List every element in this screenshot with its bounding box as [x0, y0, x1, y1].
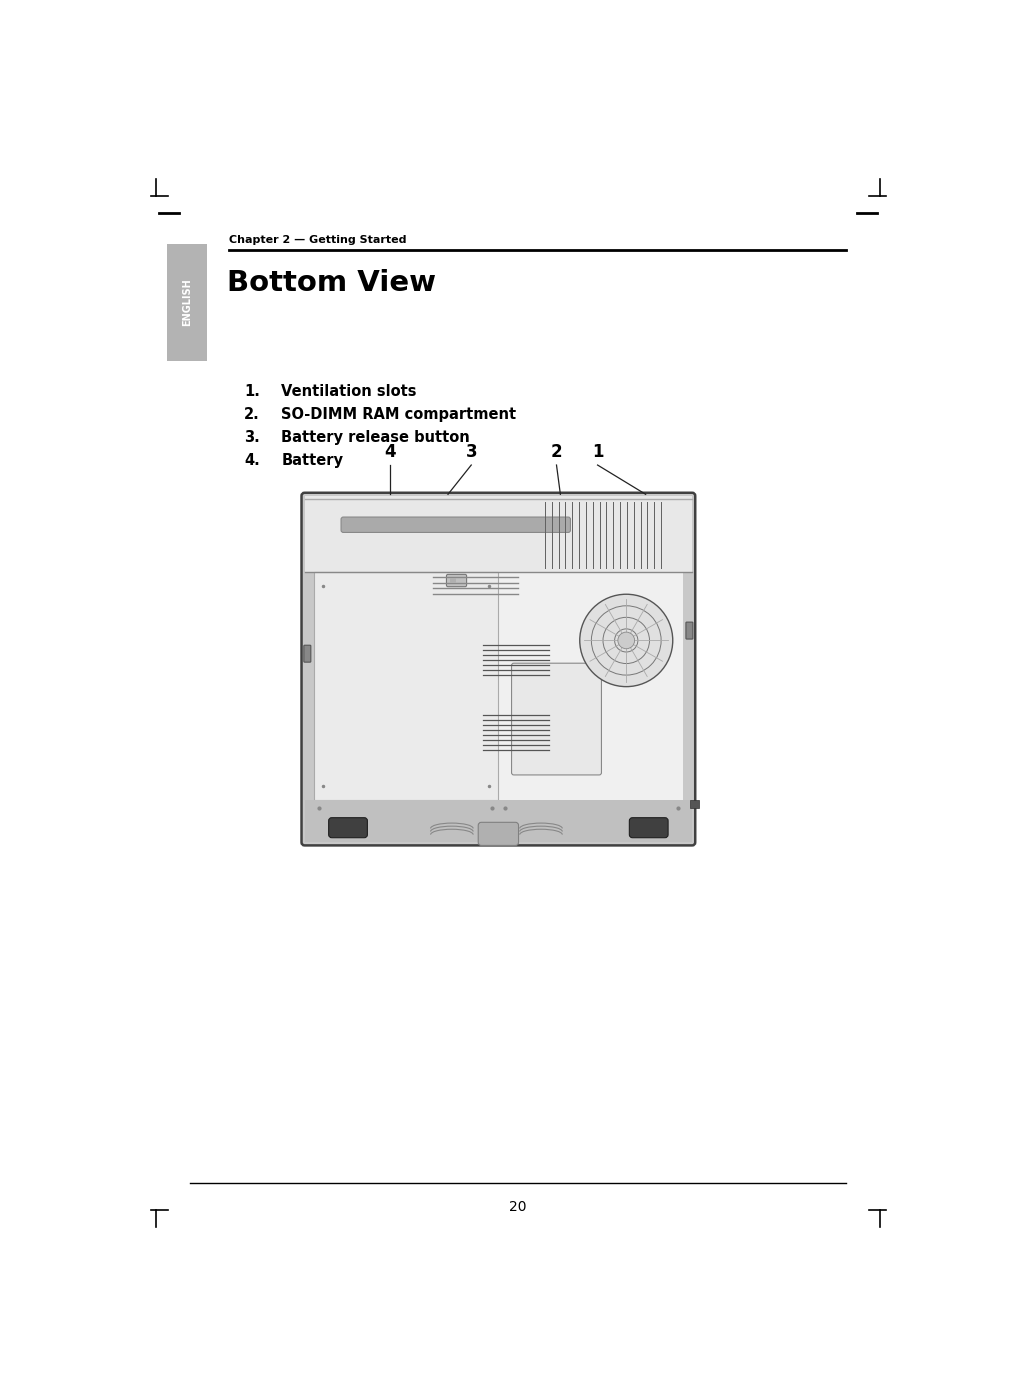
Text: Bottom View: Bottom View: [227, 269, 436, 296]
Text: 3: 3: [465, 443, 477, 461]
Bar: [167, 244, 207, 361]
FancyBboxPatch shape: [329, 817, 367, 838]
FancyBboxPatch shape: [630, 817, 668, 838]
Text: 2.: 2.: [245, 408, 260, 422]
Text: Ventilation slots: Ventilation slots: [281, 384, 417, 400]
Text: 4: 4: [384, 443, 395, 461]
FancyBboxPatch shape: [685, 622, 693, 639]
Bar: [304, 496, 693, 572]
Text: 2: 2: [551, 443, 562, 461]
Text: 1.: 1.: [245, 384, 260, 400]
Text: Battery release button: Battery release button: [281, 430, 470, 445]
FancyBboxPatch shape: [478, 823, 519, 845]
Bar: [304, 800, 693, 842]
Text: ENGLISH: ENGLISH: [182, 278, 192, 327]
Text: Chapter 2 — Getting Started: Chapter 2 — Getting Started: [228, 235, 406, 245]
Bar: [690, 800, 699, 807]
Bar: [314, 572, 682, 800]
Circle shape: [579, 594, 672, 686]
FancyBboxPatch shape: [301, 493, 696, 845]
Text: SO-DIMM RAM compartment: SO-DIMM RAM compartment: [281, 408, 517, 422]
Bar: [314, 572, 498, 800]
Text: 20: 20: [510, 1200, 527, 1214]
Text: 1: 1: [591, 443, 604, 461]
FancyBboxPatch shape: [512, 663, 602, 775]
Text: Battery: Battery: [281, 454, 344, 469]
Bar: [450, 578, 456, 583]
FancyBboxPatch shape: [341, 516, 570, 533]
FancyBboxPatch shape: [304, 646, 310, 663]
Text: 3.: 3.: [245, 430, 260, 445]
Text: 4.: 4.: [245, 454, 260, 469]
FancyBboxPatch shape: [447, 575, 467, 586]
Circle shape: [618, 632, 635, 649]
